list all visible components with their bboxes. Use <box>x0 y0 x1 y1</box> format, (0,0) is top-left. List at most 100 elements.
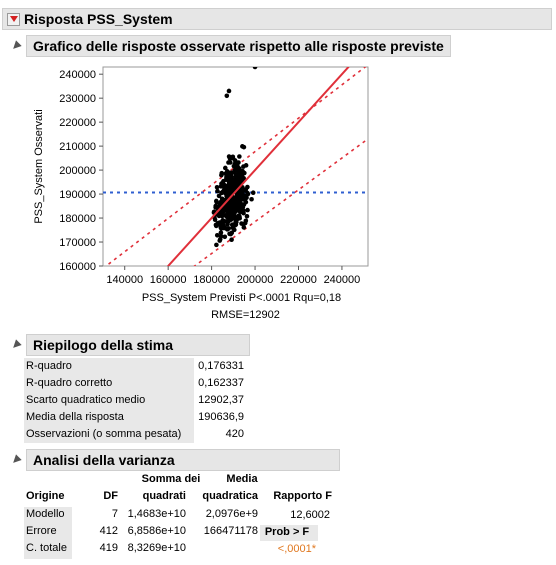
summary-row: Media della risposta 190636,9 <box>24 409 246 426</box>
data-point <box>222 187 227 192</box>
data-point <box>241 222 246 227</box>
y-tick-label: 220000 <box>59 117 96 129</box>
disclosure-icon[interactable] <box>10 454 22 466</box>
anova-ss: 8,3269e+10 <box>127 542 186 554</box>
x-tick-label: 140000 <box>106 274 143 286</box>
data-point <box>230 197 235 202</box>
data-point <box>227 160 233 165</box>
disclosure-icon[interactable] <box>10 339 22 351</box>
anova-prob-header: Prob > F <box>264 526 310 538</box>
summary-label: Osservazioni (o somma pesata) <box>26 428 182 440</box>
summary-row: Scarto quadratico medio 12902,37 <box>24 392 246 409</box>
data-point <box>213 203 218 209</box>
anova-table: Somma dei Media Origine DF quadrati quad… <box>24 473 336 559</box>
plot-section-header[interactable]: Grafico delle risposte osservate rispett… <box>10 35 451 57</box>
data-point <box>244 213 250 219</box>
data-point <box>236 192 242 198</box>
data-point <box>230 212 236 218</box>
summary-table: R-quadro 0,176331 R-quadro corretto 0,16233… <box>24 358 246 443</box>
data-point <box>214 198 219 204</box>
anova-section-title: Analisi della varianza <box>26 449 340 471</box>
x-tick-label: 200000 <box>237 274 274 286</box>
x-tick-label: 180000 <box>193 274 230 286</box>
summary-value: 0,162337 <box>198 377 244 389</box>
data-point <box>229 237 234 243</box>
y-tick-label: 210000 <box>59 141 96 153</box>
data-point <box>219 181 224 186</box>
data-point <box>243 218 249 224</box>
data-point <box>218 199 224 205</box>
data-point <box>239 196 245 202</box>
data-point <box>216 213 222 219</box>
data-point <box>249 196 254 202</box>
data-point <box>242 170 247 176</box>
anova-ms: 2,0976e+9 <box>205 508 258 520</box>
summary-label: Scarto quadratico medio <box>26 394 146 406</box>
data-point <box>235 202 241 208</box>
summary-label: Media della risposta <box>26 411 124 423</box>
data-point <box>224 93 230 99</box>
data-point <box>240 176 245 182</box>
data-point <box>233 220 238 226</box>
data-point <box>214 184 220 190</box>
anova-section-header[interactable]: Analisi della varianza <box>10 449 340 471</box>
data-point <box>234 164 240 170</box>
anova-header-f: Rapporto F <box>273 490 332 502</box>
summary-section-title: Riepilogo della stima <box>26 334 250 356</box>
prob-header-bg <box>260 525 318 541</box>
anova-f: 12,6002 <box>290 509 330 521</box>
anova-ss: 1,4683e+10 <box>127 508 186 520</box>
disclosure-icon[interactable] <box>10 40 22 52</box>
data-point <box>218 230 224 235</box>
confidence-line <box>193 137 368 266</box>
data-point <box>243 163 249 168</box>
data-point <box>230 201 236 207</box>
data-point <box>226 226 231 231</box>
summary-row: Osservazioni (o somma pesata) 420 <box>24 426 246 443</box>
data-point <box>236 177 242 182</box>
anova-header-origine: Origine <box>26 490 65 502</box>
red-triangle-menu-icon[interactable] <box>7 12 20 26</box>
report-header: Risposta PSS_System <box>2 8 552 30</box>
summary-row: R-quadro corretto 0,162337 <box>24 375 246 392</box>
report-title: Risposta PSS_System <box>24 11 173 27</box>
data-point <box>214 242 219 248</box>
anova-header-ms: quadratica <box>202 490 258 502</box>
plot-section-title: Grafico delle risposte osservate rispett… <box>26 35 451 57</box>
plot-area <box>103 67 368 266</box>
summary-row: R-quadro 0,176331 <box>24 358 246 375</box>
data-point <box>224 193 229 199</box>
anova-source-bg <box>24 507 72 559</box>
data-point <box>217 236 223 242</box>
data-point <box>215 188 220 194</box>
data-point <box>221 224 227 229</box>
summary-section-header[interactable]: Riepilogo della stima <box>10 334 250 356</box>
x-tick-label: 240000 <box>324 274 361 286</box>
data-point <box>220 210 225 216</box>
data-point <box>226 88 232 94</box>
data-point <box>245 191 251 197</box>
data-point <box>225 204 230 209</box>
summary-value: 190636,9 <box>198 411 244 423</box>
fit-line <box>166 67 350 266</box>
anova-header-ms-top: Media <box>226 473 258 485</box>
summary-value: 12902,37 <box>198 394 244 406</box>
y-tick-label: 190000 <box>59 189 96 201</box>
x-tick-label: 160000 <box>150 274 187 286</box>
report-title-box: Risposta PSS_System <box>2 8 552 30</box>
data-point <box>222 165 228 171</box>
y-tick-label: 180000 <box>59 213 96 225</box>
anova-prob-value: <,0001* <box>277 543 316 555</box>
anova-df: 419 <box>99 542 118 554</box>
data-point <box>218 221 224 226</box>
anova-ss: 6,8586e+10 <box>127 525 186 537</box>
anova-df: 412 <box>99 525 118 537</box>
data-point <box>236 160 241 165</box>
data-point <box>229 175 234 180</box>
confidence-line <box>104 67 367 266</box>
data-point <box>245 207 250 213</box>
anova-ms: 166471178 <box>203 525 258 537</box>
data-point <box>222 234 228 240</box>
data-point <box>250 190 256 195</box>
data-point <box>224 174 230 180</box>
